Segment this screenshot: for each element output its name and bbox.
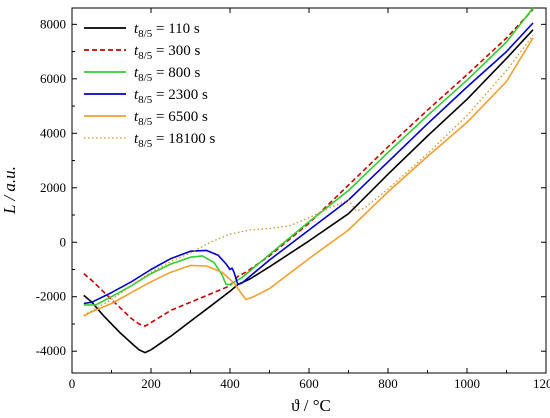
y-tick-label: -4000 (36, 343, 66, 358)
legend-label-2: t8/5 = 300 s (134, 43, 200, 62)
y-tick-label: 4000 (40, 125, 66, 140)
legend-label-sub: 8/5 (138, 50, 153, 62)
plot-area (71, 7, 547, 374)
legend-label-var: t (134, 87, 139, 103)
legend-label-6: t8/5 = 18100 s (134, 131, 215, 150)
x-axis-title: ϑ / °C (291, 396, 331, 415)
y-tick-label: 8000 (40, 16, 66, 31)
x-tick-label: 1000 (454, 376, 480, 391)
legend-label-sub: 8/5 (138, 138, 153, 150)
legend-label-rest: = 6500 s (152, 109, 208, 125)
x-axis: 0 200 400 600 800 1000 1200 (69, 8, 550, 391)
series-line-1 (83, 29, 534, 354)
legend-label-var: t (134, 65, 139, 81)
series-line-3 (83, 7, 534, 306)
legend-label-sub: 8/5 (138, 28, 153, 40)
legend-label-var: t (134, 43, 139, 59)
legend-label-4: t8/5 = 2300 s (134, 87, 208, 106)
y-tick-label: 2000 (40, 180, 66, 195)
x-tick-label: 400 (220, 376, 240, 391)
legend-label-rest: = 800 s (152, 65, 200, 81)
legend-label-5: t8/5 = 6500 s (134, 109, 208, 128)
x-tick-label: 0 (69, 376, 76, 391)
plot-frame (71, 7, 547, 374)
series-line-4 (83, 22, 534, 305)
legend-label-sub: 8/5 (138, 72, 153, 84)
y-tick-label: 0 (60, 234, 67, 249)
x-tick-label: 600 (299, 376, 319, 391)
legend-label-rest: = 110 s (152, 21, 200, 37)
legend-label-rest: = 300 s (152, 43, 200, 59)
legend-label-rest: = 2300 s (152, 87, 208, 103)
series-line-6 (83, 34, 534, 317)
legend-label-var: t (134, 131, 139, 147)
y-axis: -4000 -2000 0 2000 4000 6000 8000 (36, 16, 546, 358)
series-layer (83, 7, 534, 354)
x-tick-label: 200 (141, 376, 161, 391)
y-tick-label: -2000 (36, 289, 66, 304)
legend-label-3: t8/5 = 800 s (134, 65, 200, 84)
y-tick-label: 6000 (40, 71, 66, 86)
legend-label-var: t (134, 21, 139, 37)
x-tick-label: 800 (378, 376, 398, 391)
legend: t8/5 = 110 st8/5 = 300 st8/5 = 800 st8/5… (84, 21, 215, 150)
legend-label-var: t (134, 109, 139, 125)
y-axis-title: L / a.u. (0, 166, 19, 215)
series-line-5 (83, 37, 534, 317)
legend-label-1: t8/5 = 110 s (134, 21, 200, 40)
legend-label-sub: 8/5 (138, 94, 153, 106)
legend-label-sub: 8/5 (138, 116, 153, 128)
legend-label-rest: = 18100 s (152, 131, 215, 147)
x-tick-label: 1200 (533, 376, 550, 391)
series-line-2 (83, 8, 534, 327)
